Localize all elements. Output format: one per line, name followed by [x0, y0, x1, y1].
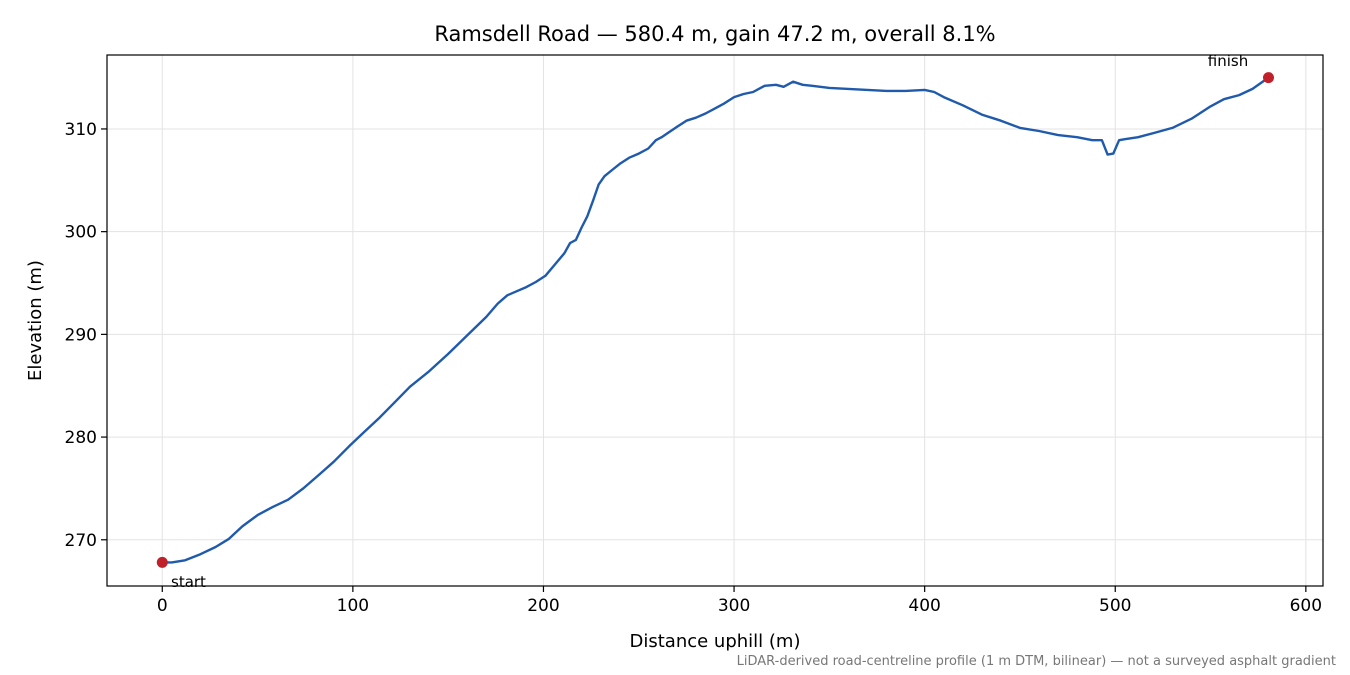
y-tick-label: 290: [65, 325, 97, 345]
grid: [107, 55, 1323, 586]
start-annotation: start: [171, 573, 206, 591]
axis-ticks: 0 100 200 300 400 500 600 270 280 290 300 310: [65, 120, 1323, 616]
y-tick-label: 310: [65, 120, 97, 140]
endpoint-markers: [156, 72, 1274, 568]
x-tick-label: 500: [1099, 596, 1131, 616]
footnote: LiDAR-derived road-centreline profile (1…: [737, 654, 1336, 669]
y-tick-label: 300: [65, 223, 97, 243]
y-axis-label: Elevation (m): [25, 260, 46, 381]
x-tick-label: 100: [337, 596, 369, 616]
finish-marker: [1262, 72, 1274, 84]
x-axis-label: Distance uphill (m): [630, 631, 801, 652]
x-tick-label: 600: [1290, 596, 1322, 616]
start-marker: [156, 556, 168, 568]
plot-frame: [106, 54, 1324, 587]
y-tick-label: 270: [65, 531, 97, 551]
x-tick-label: 200: [527, 596, 559, 616]
finish-annotation: finish: [1208, 52, 1248, 70]
y-tick-label: 280: [65, 428, 97, 448]
elevation-profile-line: [161, 76, 1270, 564]
x-tick-label: 300: [718, 596, 750, 616]
chart-title: Ramsdell Road — 580.4 m, gain 47.2 m, ov…: [434, 22, 995, 46]
x-tick-label: 400: [908, 596, 940, 616]
x-tick-label: 0: [157, 596, 168, 616]
